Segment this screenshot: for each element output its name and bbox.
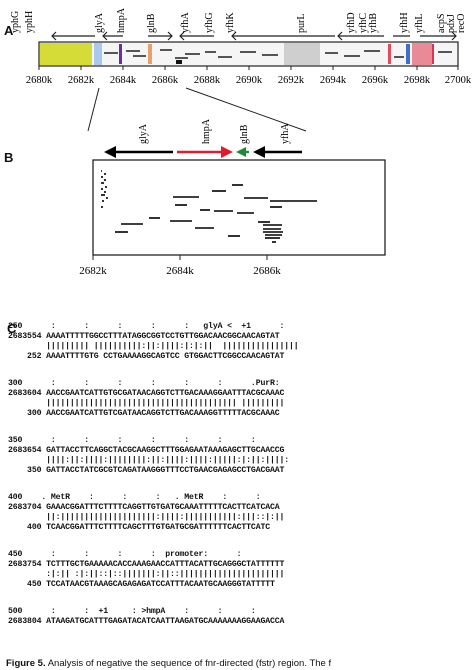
gene-label-yfhK: yfhK — [225, 12, 236, 33]
gene-label-b-glyA: glyA — [138, 123, 149, 144]
tick-label-a-2692k: 2692k — [278, 75, 305, 86]
subject-sequence: 450 TCCATAACGTAAAGCAGAGAGATCCATTTACAATGC… — [8, 580, 275, 589]
match-line: :|:|| :|:||::|::|||||||:||::||||||||||||… — [8, 570, 285, 579]
figure-caption: Figure 5. Analysis of negative the seque… — [6, 658, 331, 669]
tick-label-b-2686k: 2686k — [253, 265, 281, 277]
motif-underline: 2683754 TCTTTGCTGAAAAACACCAAAGAACCATTTAC… — [8, 571, 275, 581]
subject-sequence: 400 TCAACGGATTTCTTTTCAGCTTTGTGATGCGATTTT… — [8, 523, 270, 532]
match-line: ||||||||| ||||||||||:||:||||:|:|:|| ||||… — [8, 342, 299, 351]
gene-label-purL: purL — [296, 14, 307, 33]
panel-label-c: C — [7, 321, 17, 336]
position-line: 500 : : +1 : >hmpA : : : — [8, 607, 256, 616]
tick-label-b-2682k: 2682k — [79, 265, 107, 277]
query-sequence: 2683754 TCTTTGCTGAAAAACACCAAAGAACCATTTAC… — [8, 560, 285, 569]
subject-sequence: 350 GATTACCTATCGCGTCAGATAAGGGTTTCCTGAACG… — [8, 466, 285, 475]
gene-label-yphG: yphG — [10, 11, 21, 33]
gene-label-b-hmpA: hmpA — [201, 118, 212, 144]
tick-label-a-2686k: 2686k — [152, 75, 179, 86]
gene-label-yfhH: yfhH — [399, 12, 410, 33]
query-sequence: 2683654 GATTACCTTCAGGCTACGCAAGGCTTTGGAGA… — [8, 446, 285, 455]
alignment-block: 500 : : +1 : >hmpA : : :2683804 ATAAGATG… — [8, 607, 468, 664]
gene-label-glnB: glnB — [146, 13, 157, 33]
match-line: ||:||||||||||||||||||||:||||:|||||||||||… — [8, 513, 285, 522]
query-sequence: 2683554 AAAATTTTTGGCCTTTATAGGCGGTCCTGTTG… — [8, 332, 280, 341]
tick-label-a-2700k: 2700k — [445, 75, 472, 86]
gene-label-b-yfhA: yfhA — [280, 123, 291, 144]
position-line: 300 : : : : : : .PurR: — [8, 379, 280, 388]
alignment-block: 350 : : : : : : :2683654 GATTACCTTCAGGCT… — [8, 436, 468, 493]
gene-label-b-glnB: glnB — [239, 124, 250, 144]
position-line: 350 : : : : : : : — [8, 436, 256, 445]
tick-label-b-2684k: 2684k — [166, 265, 194, 277]
position-line: 250 : : : : : glyA < +1 : — [8, 322, 285, 331]
alignment-block: 300 : : : : : : .PurR: 2683604 AACCGAATCA… — [8, 379, 468, 436]
gene-label-yfhC: yfhC — [358, 13, 369, 33]
sequence-alignment: 250 : : : : : glyA < +1 :2683554 AAAATTT… — [8, 322, 468, 664]
tick-label-a-2696k: 2696k — [362, 75, 389, 86]
query-sequence: 2683804 ATAAGATGCATTTGAGATACATCAATTAAGAT… — [8, 617, 285, 626]
gene-label-acpS: acpS — [436, 14, 447, 33]
gene-label-yphH: yphH — [24, 11, 35, 33]
gene-label-yfhB: yfhB — [368, 13, 379, 33]
tick-label-a-2684k: 2684k — [110, 75, 137, 86]
alignment-block: 400 . MetR : : : . MetR : :2683704 GAAAC… — [8, 493, 468, 550]
match-line: ||||||||||||||||||||||||||||||||||||||||… — [8, 399, 285, 408]
gene-label-glyA: glyA — [94, 12, 105, 33]
gene-label-yfhG: yfhG — [204, 12, 215, 33]
tick-label-a-2688k: 2688k — [194, 75, 221, 86]
gene-label-yfhA: yfhA — [180, 12, 191, 33]
gene-label-pdxJ: pdxJ — [446, 14, 457, 33]
figure-graphics: yphG yphH glyA hmpA glnB yfhA yfhG yfhK purL yfhD… — [10, 7, 472, 277]
gene-label-yfhD: yfhD — [346, 12, 357, 33]
query-sequence: 2683604 AACCGAATCATTGTGCGATAACAGGTCTTGAC… — [8, 389, 285, 398]
position-line: 450 : : : : promoter: : — [8, 550, 242, 559]
subject-sequence: 300 AACCGAATCATTGTCGATAACAGGTCTTGACAAAGG… — [8, 409, 280, 418]
gene-label-yfhL: yfhL — [414, 14, 425, 33]
caption-text: Analysis of negative the sequence of fnr… — [45, 658, 332, 669]
caption-label: Figure 5. — [6, 658, 46, 669]
panel-label-a: A — [4, 23, 14, 38]
tick-label-a-2682k: 2682k — [68, 75, 95, 86]
alignment-block: 250 : : : : : glyA < +1 :2683554 AAAATTT… — [8, 322, 468, 379]
gene-label-recO: recO — [456, 14, 467, 33]
panel-label-b: B — [4, 150, 14, 165]
motif-underline: 2683704 GAAACGGATTTCTTTTCAGGTTGTGATGCAAA… — [8, 514, 260, 524]
gene-label-hmpA: hmpA — [116, 7, 127, 33]
position-line: 400 . MetR : : : . MetR : : — [8, 493, 261, 502]
tick-label-a-2694k: 2694k — [320, 75, 347, 86]
subject-sequence: 252 AAAATTTTGTG CCTGAAAAGGCAGTCC GTGGACT… — [8, 352, 285, 361]
query-sequence: 2683704 GAAACGGATTTCTTTTCAGGTTGTGATGCAAA… — [8, 503, 280, 512]
tick-label-a-2690k: 2690k — [236, 75, 263, 86]
tick-label-a-2698k: 2698k — [404, 75, 431, 86]
tick-label-a-2680k: 2680k — [26, 75, 53, 86]
match-line: ||||:||:||||:||||||||:||:||||:||||:|||||… — [8, 456, 290, 465]
alignment-block: 450 : : : : promoter: :2683754 TCTTTGCTG… — [8, 550, 468, 607]
